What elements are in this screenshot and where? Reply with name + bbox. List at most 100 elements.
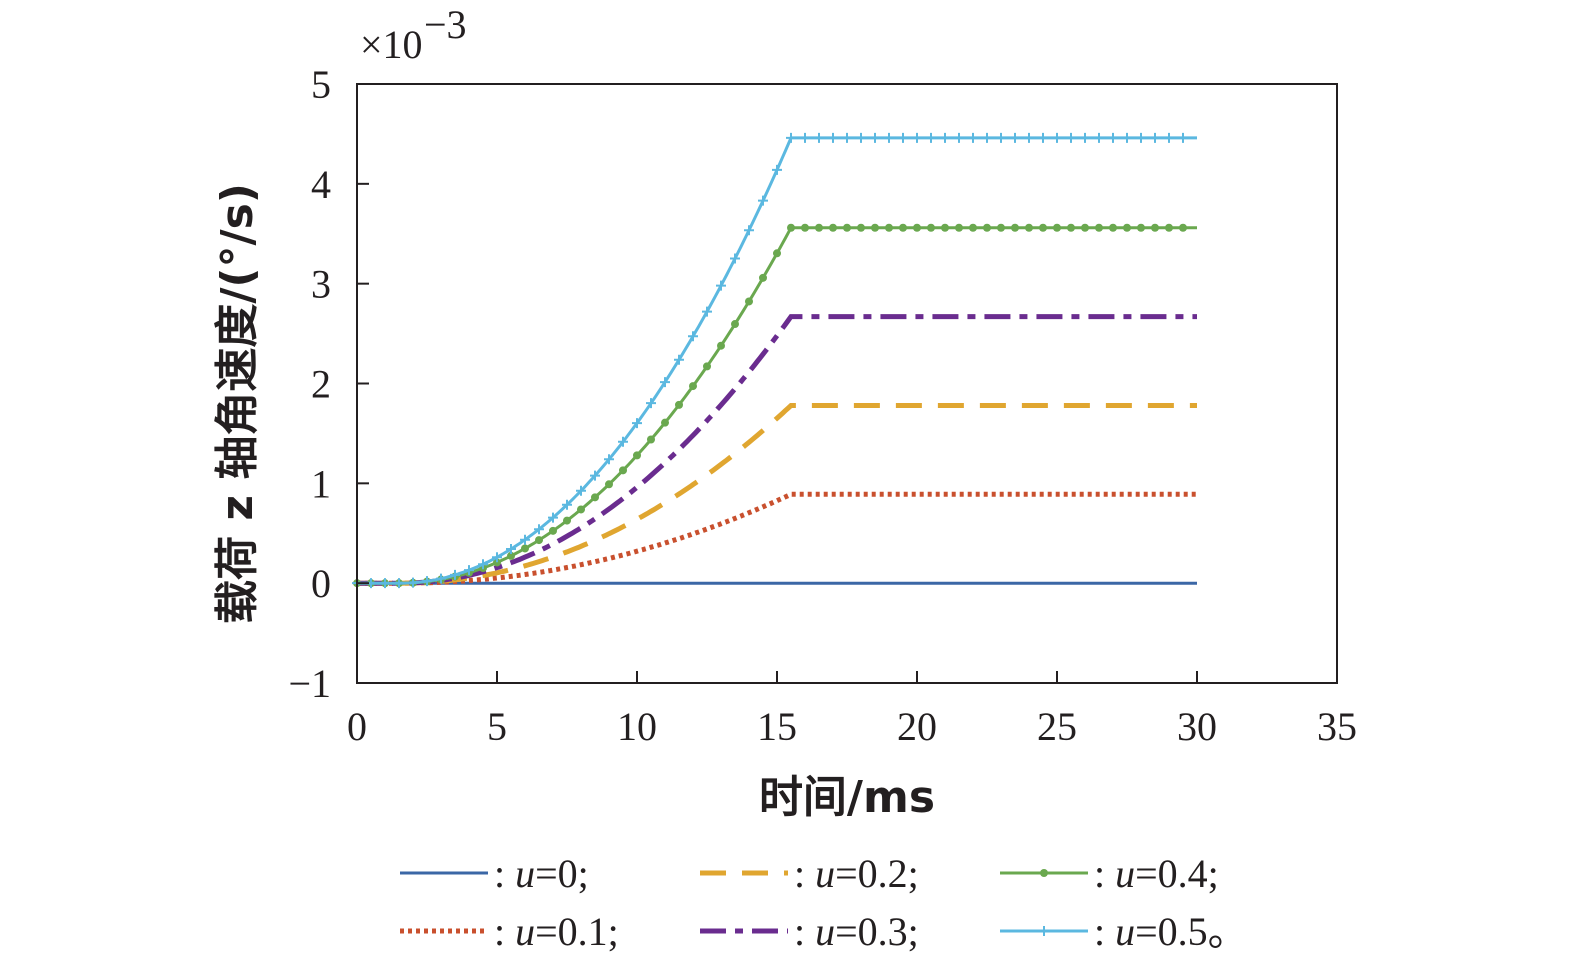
series-marker — [842, 132, 852, 143]
series-marker — [604, 454, 614, 465]
y-scale-label: ×10 — [360, 22, 423, 67]
series-marker — [927, 223, 935, 232]
series-marker — [394, 578, 404, 589]
series-marker — [1151, 223, 1159, 232]
series-marker — [940, 132, 950, 143]
series-marker — [828, 132, 838, 143]
series-marker — [968, 132, 978, 143]
series-marker — [941, 223, 949, 232]
series-marker — [786, 132, 796, 143]
series-marker — [843, 223, 851, 232]
legend-label: : u=0.1; — [494, 909, 619, 954]
series-marker — [1010, 132, 1020, 143]
series-marker — [1094, 132, 1104, 143]
plot-area — [352, 132, 1197, 589]
series-marker — [450, 569, 460, 580]
series-marker — [1137, 223, 1145, 232]
series-marker — [493, 558, 501, 567]
series-line — [357, 491, 1197, 586]
axes: 0 5 10 15 20 25 30 35 −1 0 1 2 3 4 5 ×10 −3 时间/ms 载荷 z 轴角速… — [212, 2, 1357, 823]
series-marker — [815, 223, 823, 232]
series-marker — [632, 418, 642, 429]
series-marker — [633, 451, 641, 460]
series-marker — [1165, 223, 1173, 232]
series-marker — [800, 132, 810, 143]
legend-marker — [1040, 869, 1048, 877]
series-marker — [521, 544, 529, 553]
y-tick-label: 1 — [311, 461, 331, 506]
series-marker — [996, 132, 1006, 143]
series-marker — [758, 195, 768, 206]
series-marker — [884, 132, 894, 143]
y-tick-label: −1 — [288, 661, 331, 706]
series-marker — [576, 485, 586, 496]
series-marker — [534, 524, 544, 535]
series-marker — [1179, 223, 1187, 232]
series-marker — [535, 536, 543, 545]
series-marker — [660, 377, 670, 388]
series-marker — [1164, 132, 1174, 143]
series-marker — [1108, 132, 1118, 143]
series-marker — [745, 297, 753, 306]
series-marker — [618, 436, 628, 447]
series-marker — [829, 223, 837, 232]
x-tick-label: 10 — [617, 704, 657, 749]
series-marker — [759, 273, 767, 282]
series-marker — [703, 362, 711, 371]
series-marker — [913, 223, 921, 232]
series-marker — [1150, 132, 1160, 143]
y-tick-label: 3 — [311, 262, 331, 307]
series-line — [357, 403, 1197, 586]
x-axis-title: 时间/ms — [759, 772, 935, 823]
series-marker — [674, 354, 684, 365]
series-marker — [969, 223, 977, 232]
series-marker — [912, 132, 922, 143]
legend-label: : u=0.5。 — [1094, 909, 1248, 954]
series-marker — [563, 516, 571, 525]
series-marker — [870, 132, 880, 143]
y-tick-label: 0 — [311, 561, 331, 606]
series-line — [357, 136, 1197, 585]
series-marker — [983, 223, 991, 232]
series-marker — [507, 551, 515, 560]
series-marker — [689, 382, 697, 391]
series-marker — [801, 223, 809, 232]
series-marker — [1081, 223, 1089, 232]
series-marker — [590, 470, 600, 481]
legend-label: : u=0; — [494, 851, 589, 896]
series-marker — [885, 223, 893, 232]
series-marker — [730, 253, 740, 264]
series-marker — [605, 480, 613, 489]
series-marker — [1095, 223, 1103, 232]
series-marker — [646, 398, 656, 409]
series-marker — [619, 466, 627, 475]
series-marker — [856, 132, 866, 143]
series-marker — [702, 306, 712, 317]
series-marker — [772, 164, 782, 175]
legend-label: : u=0.4; — [1094, 851, 1219, 896]
series-marker — [1178, 132, 1188, 143]
series-marker — [1038, 132, 1048, 143]
legend-label: : u=0.3; — [794, 909, 919, 954]
series-marker — [898, 132, 908, 143]
series-marker — [955, 223, 963, 232]
plot-frame — [356, 83, 1338, 684]
series-marker — [1053, 223, 1061, 232]
series-marker — [1123, 223, 1131, 232]
y-tick-label: 4 — [311, 162, 331, 207]
series-marker — [478, 559, 488, 570]
series-marker — [548, 512, 558, 523]
series-marker — [380, 578, 390, 589]
series-marker — [982, 132, 992, 143]
series-marker — [464, 565, 474, 576]
y-tick-label: 2 — [311, 362, 331, 407]
legend: : u=0;: u=0.1;: u=0.2;: u=0.3;: u=0.4;: … — [400, 851, 1248, 954]
series-marker — [997, 223, 1005, 232]
series-marker — [436, 573, 446, 584]
series-marker — [899, 223, 907, 232]
series-marker — [647, 435, 655, 444]
series-marker — [520, 534, 530, 545]
series-marker — [716, 280, 726, 291]
series-marker — [773, 249, 781, 258]
